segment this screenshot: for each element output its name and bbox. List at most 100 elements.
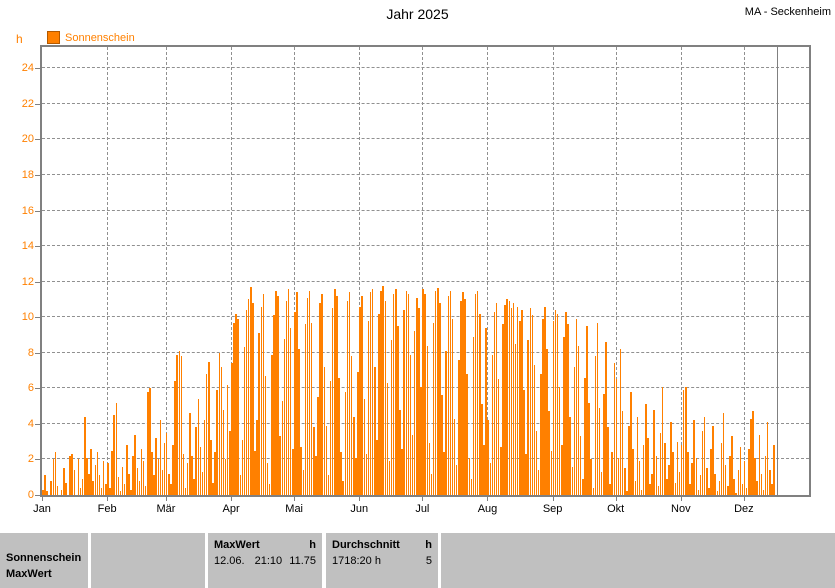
sunshine-bar: [439, 303, 441, 495]
sunshine-bar: [233, 322, 235, 495]
sunshine-bar: [44, 475, 46, 495]
sunshine-bar: [701, 431, 704, 495]
x-tick-mark: [294, 497, 296, 501]
sunshine-bar: [565, 311, 567, 495]
y-tick-label: 22: [21, 97, 34, 110]
sunshine-bar: [315, 455, 317, 495]
sunshine-bar: [182, 454, 185, 495]
sunshine-bar: [191, 455, 193, 495]
month-label: Sep: [542, 503, 563, 515]
sunshine-bar: [241, 439, 244, 495]
sunshine-bar: [472, 336, 475, 495]
x-tick-mark: [42, 497, 43, 501]
gridline-month: [680, 47, 682, 495]
sunshine-bar: [197, 399, 199, 495]
sunshine-bar: [205, 374, 208, 495]
y-tick-mark: [35, 68, 40, 70]
sunshine-bar: [90, 448, 92, 495]
sunshine-bar: [470, 479, 473, 495]
sunshine-bar: [537, 470, 540, 495]
sunshine-bar: [346, 301, 349, 495]
gridline-horizontal: [42, 67, 809, 69]
sunshine-bar: [279, 436, 281, 495]
sunshine-bar: [758, 434, 761, 495]
sunshine-bar: [760, 473, 763, 495]
sunshine-bar: [168, 473, 170, 495]
maxwert-value: 11.75: [289, 555, 316, 567]
sunshine-bar: [254, 450, 256, 495]
y-tick-label: 24: [21, 62, 34, 75]
durchschnitt-value-row: 1718:20 h 5: [332, 555, 432, 567]
sunshine-bar: [432, 322, 435, 495]
sunshine-bar: [130, 489, 132, 495]
y-tick-label: 2: [27, 453, 34, 466]
sunshine-bar: [296, 292, 298, 495]
plot-area[interactable]: [40, 45, 811, 497]
sunshine-bar: [476, 290, 479, 495]
sunshine-bar: [592, 487, 595, 495]
maxwert-header: MaxWert: [214, 539, 260, 551]
sunshine-bar: [687, 452, 689, 495]
sunshine-bar: [340, 452, 342, 495]
sunshine-bar: [407, 294, 410, 495]
sunshine-bar: [607, 427, 609, 495]
gridline-month: [422, 47, 424, 495]
gridline-horizontal: [42, 174, 809, 175]
y-tick-mark: [35, 388, 40, 390]
sunshine-bar: [273, 315, 275, 495]
sunshine-bar: [371, 288, 374, 495]
sunshine-bar: [542, 319, 544, 495]
summary-empty-cell-1: [91, 533, 205, 588]
sunshine-bar: [729, 455, 731, 495]
sunshine-bar: [544, 306, 546, 495]
sunshine-bar: [451, 319, 454, 495]
sunshine-bar: [229, 431, 231, 495]
sunshine-bar: [703, 416, 706, 495]
gridline-month: [615, 47, 617, 495]
sunshine-bar: [769, 470, 771, 495]
sunshine-bar: [680, 445, 683, 495]
sunshine-bar: [762, 489, 765, 495]
sunshine-bar: [115, 402, 118, 495]
sunshine-bar: [575, 319, 578, 495]
gridline-month: [359, 47, 361, 495]
sunshine-bar: [460, 301, 462, 495]
sunshine-bar: [172, 445, 174, 495]
sunshine-bar: [262, 294, 265, 495]
sunshine-bar: [752, 411, 754, 495]
y-axis-unit-label: h: [16, 32, 23, 46]
sunshine-bar: [466, 374, 468, 495]
sunshine-bar: [94, 464, 97, 495]
sunshine-bar: [157, 459, 160, 495]
sunshine-bar: [159, 420, 162, 495]
y-tick-mark: [35, 495, 40, 496]
sunshine-bar: [239, 475, 242, 495]
sunshine-bar: [546, 349, 548, 495]
sunshine-bar: [266, 463, 269, 495]
sunshine-bar: [487, 420, 489, 495]
sunshine-bar: [722, 413, 725, 495]
sunshine-bar: [113, 415, 115, 495]
y-tick-label: 4: [27, 417, 34, 430]
sunshine-bar: [521, 310, 523, 495]
durchschnitt-cell: Durchschnitt h 1718:20 h 5: [326, 533, 438, 588]
gridline-month: [743, 47, 745, 495]
sunshine-bar: [176, 354, 178, 495]
legend-label: Sonnenschein: [65, 31, 135, 44]
sunshine-bar: [235, 313, 237, 495]
sunshine-bar: [571, 466, 574, 495]
sunshine-bar: [659, 432, 662, 495]
sunshine-bar: [140, 448, 143, 495]
sunshine-bar: [86, 457, 88, 495]
sunshine-bar: [260, 306, 263, 495]
sunshine-bar: [664, 443, 666, 495]
sunshine-bar: [405, 290, 408, 495]
sunshine-bar: [310, 322, 313, 495]
sunshine-bar: [714, 473, 716, 495]
maxwert-date: 12.06.: [214, 555, 245, 567]
sunshine-bar: [754, 457, 756, 495]
sunshine-bar: [128, 473, 130, 495]
sunshine-bar: [483, 445, 485, 495]
sunshine-bar: [216, 390, 218, 495]
gridline-month: [165, 47, 167, 495]
